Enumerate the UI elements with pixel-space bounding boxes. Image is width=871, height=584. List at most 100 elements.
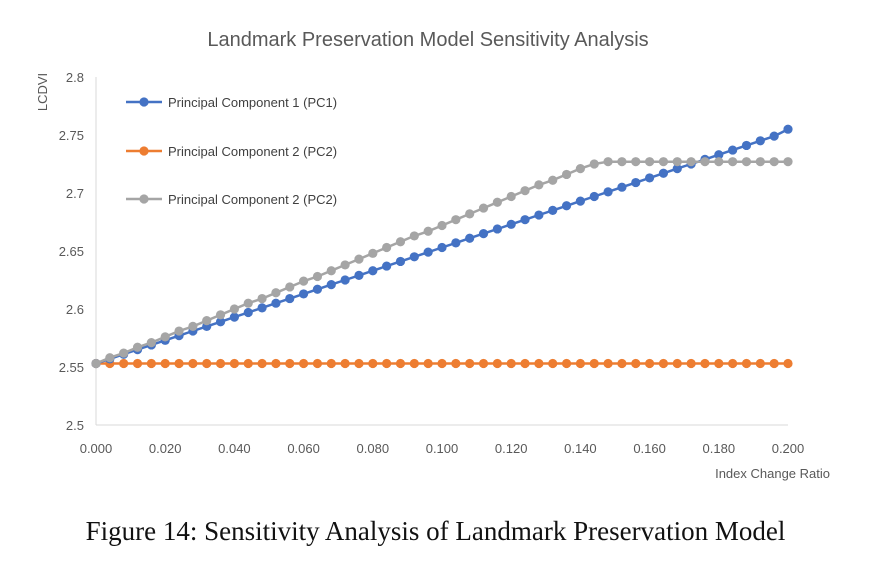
data-point	[534, 358, 544, 369]
data-point	[561, 169, 572, 180]
data-point	[91, 358, 101, 369]
data-point	[520, 215, 530, 225]
data-point	[437, 358, 447, 369]
data-point	[783, 358, 793, 369]
data-point	[312, 358, 323, 369]
data-point	[520, 186, 530, 196]
data-point	[326, 358, 336, 369]
data-point	[105, 353, 115, 363]
data-point	[326, 280, 336, 290]
data-point	[617, 182, 627, 192]
data-point	[492, 224, 502, 234]
data-point	[575, 196, 586, 206]
data-point	[299, 358, 309, 369]
data-point	[769, 157, 779, 167]
data-point	[423, 358, 433, 369]
data-point	[783, 124, 793, 134]
data-point	[437, 242, 447, 253]
data-point	[312, 284, 323, 294]
data-point	[285, 282, 295, 292]
data-point	[257, 358, 267, 369]
x-tick-label: 0.160	[633, 441, 666, 456]
data-point	[243, 358, 253, 369]
data-point	[340, 358, 350, 369]
figure-caption: Figure 14: Sensitivity Analysis of Landm…	[85, 516, 786, 546]
data-point	[215, 358, 226, 369]
y-tick-label: 2.7	[66, 186, 84, 201]
data-point	[589, 191, 599, 202]
data-point	[423, 247, 433, 257]
legend-entry-3: Principal Component 2 (PC2)	[126, 192, 337, 207]
data-point	[299, 276, 309, 286]
legend-label: Principal Component 2 (PC2)	[168, 192, 337, 207]
y-tick-label: 2.75	[59, 128, 84, 143]
data-point	[285, 358, 295, 369]
data-point	[645, 157, 655, 167]
data-point	[160, 332, 170, 342]
x-axis-label: Index Change Ratio	[715, 466, 830, 481]
data-point	[534, 180, 544, 190]
y-tick-label: 2.6	[66, 302, 84, 317]
legend-label: Principal Component 2 (PC2)	[168, 144, 337, 159]
data-point	[755, 358, 765, 369]
data-point	[368, 358, 378, 369]
data-point	[506, 219, 516, 229]
data-point	[769, 131, 779, 141]
data-point	[645, 173, 655, 183]
data-point	[506, 358, 516, 369]
data-point	[451, 215, 461, 225]
data-point	[395, 256, 406, 267]
data-point	[741, 358, 752, 369]
data-point	[769, 358, 779, 369]
data-point	[492, 358, 502, 369]
y-axis-label: LCDVI	[35, 73, 50, 111]
data-point	[132, 358, 143, 369]
data-point	[520, 358, 530, 369]
data-point	[188, 358, 198, 369]
data-point	[340, 275, 350, 285]
data-point	[271, 288, 281, 298]
data-point	[478, 203, 489, 213]
data-point	[658, 358, 669, 369]
data-point	[271, 358, 281, 369]
data-point	[160, 358, 170, 369]
x-tick-label: 0.140	[564, 441, 597, 456]
data-point	[285, 293, 295, 304]
data-point	[451, 238, 461, 248]
data-point	[202, 316, 212, 326]
data-point	[395, 358, 406, 369]
data-point	[755, 136, 765, 146]
data-point	[728, 157, 738, 167]
y-tick-label: 2.8	[66, 70, 84, 85]
data-point	[575, 164, 586, 174]
data-point	[783, 157, 793, 167]
data-point	[465, 209, 475, 219]
data-point	[299, 289, 309, 299]
x-tick-label: 0.020	[149, 441, 182, 456]
data-point	[714, 358, 724, 369]
data-point	[409, 252, 419, 262]
data-point	[395, 237, 406, 247]
data-point	[700, 157, 710, 167]
data-point	[132, 342, 143, 352]
x-tick-labels: 0.000 0.020 0.040 0.060 0.080 0.100 0.120 0.140…	[80, 441, 805, 456]
data-point	[368, 248, 378, 258]
legend-entry-2: Principal Component 2 (PC2)	[126, 144, 337, 159]
data-point	[631, 177, 641, 188]
data-point	[686, 157, 696, 167]
data-point	[658, 168, 669, 178]
data-point	[741, 157, 752, 167]
x-tick-label: 0.040	[218, 441, 251, 456]
data-point	[658, 157, 669, 167]
x-tick-label: 0.200	[772, 441, 805, 456]
data-point	[243, 298, 253, 308]
data-point	[714, 150, 724, 160]
data-point	[312, 271, 323, 282]
data-point	[368, 266, 378, 276]
data-point	[215, 310, 226, 320]
data-point	[700, 358, 710, 369]
y-tick-label: 2.65	[59, 244, 84, 259]
data-point	[603, 358, 613, 369]
data-point	[714, 157, 724, 167]
x-tick-label: 0.100	[426, 441, 459, 456]
